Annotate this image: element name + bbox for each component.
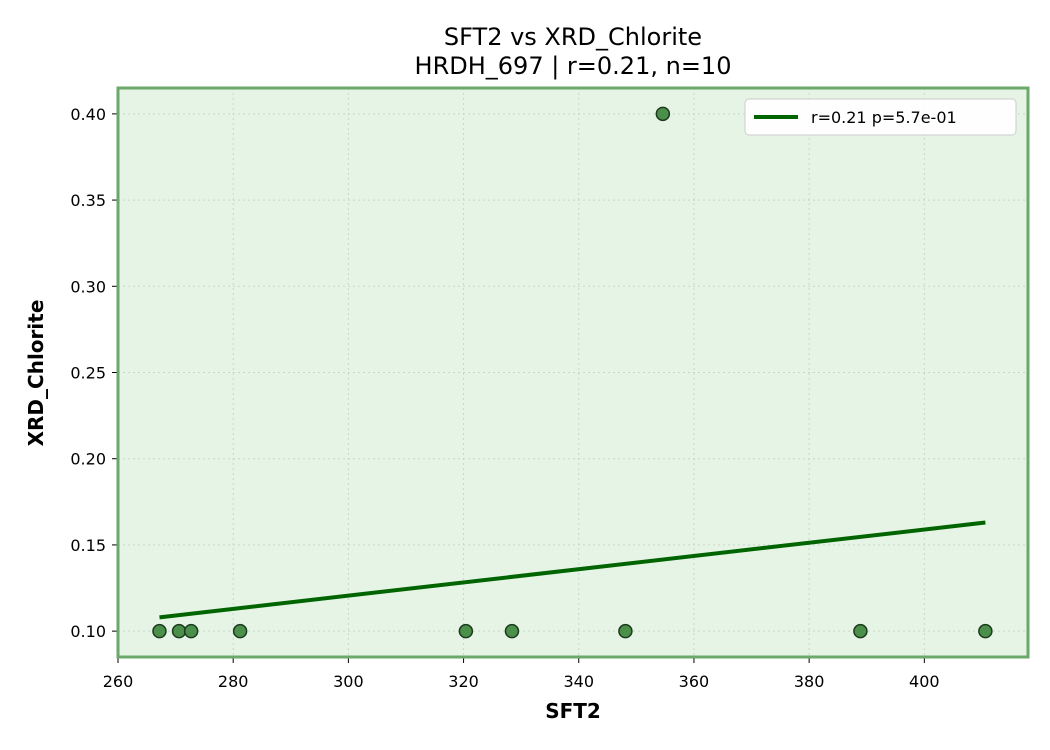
y-tick-label: 0.35 [70, 191, 106, 210]
x-tick-label: 400 [909, 672, 940, 691]
y-axis-label: XRD_Chlorite [24, 300, 48, 447]
data-point [618, 623, 633, 639]
x-tick-label: 280 [218, 672, 249, 691]
gridlines [117, 88, 1028, 657]
regression-line [159, 520, 986, 620]
data-point [152, 623, 167, 639]
legend-box [744, 98, 1017, 136]
data-point [655, 106, 671, 122]
y-axis-ticks: 0.10 0.15 0.20 0.25 0.30 0.35 0.40 [70, 105, 118, 641]
data-points [152, 106, 993, 639]
x-axis-label: SFT2 [545, 699, 601, 723]
y-tick-label: 0.40 [70, 105, 106, 124]
data-point [458, 623, 474, 639]
x-tick-label: 340 [563, 672, 594, 691]
data-point [504, 623, 520, 639]
data-point [978, 623, 993, 639]
legend-label: r=0.21 p=5.7e-01 [811, 108, 957, 127]
data-point [853, 623, 868, 639]
x-tick-label: 260 [103, 672, 134, 691]
chart-subtitle: HRDH_697 | r=0.21, n=10 [415, 52, 732, 80]
data-point [171, 623, 187, 639]
x-tick-label: 320 [448, 672, 479, 691]
y-tick-label: 0.25 [70, 364, 106, 383]
data-point [183, 623, 199, 639]
plot-frame [116, 86, 1030, 659]
y-tick-label: 0.15 [70, 536, 106, 555]
chart-title: SFT2 vs XRD_Chlorite [444, 23, 702, 51]
x-tick-label: 360 [679, 672, 710, 691]
y-tick-label: 0.20 [70, 450, 106, 469]
legend: r=0.21 p=5.7e-01 [744, 98, 1017, 136]
x-tick-label: 380 [794, 672, 825, 691]
data-point [232, 623, 248, 639]
x-axis-ticks: 260 280 300 320 340 360 380 400 [103, 657, 940, 691]
y-tick-label: 0.10 [70, 622, 106, 641]
x-tick-label: 300 [333, 672, 364, 691]
y-tick-label: 0.30 [70, 277, 106, 296]
